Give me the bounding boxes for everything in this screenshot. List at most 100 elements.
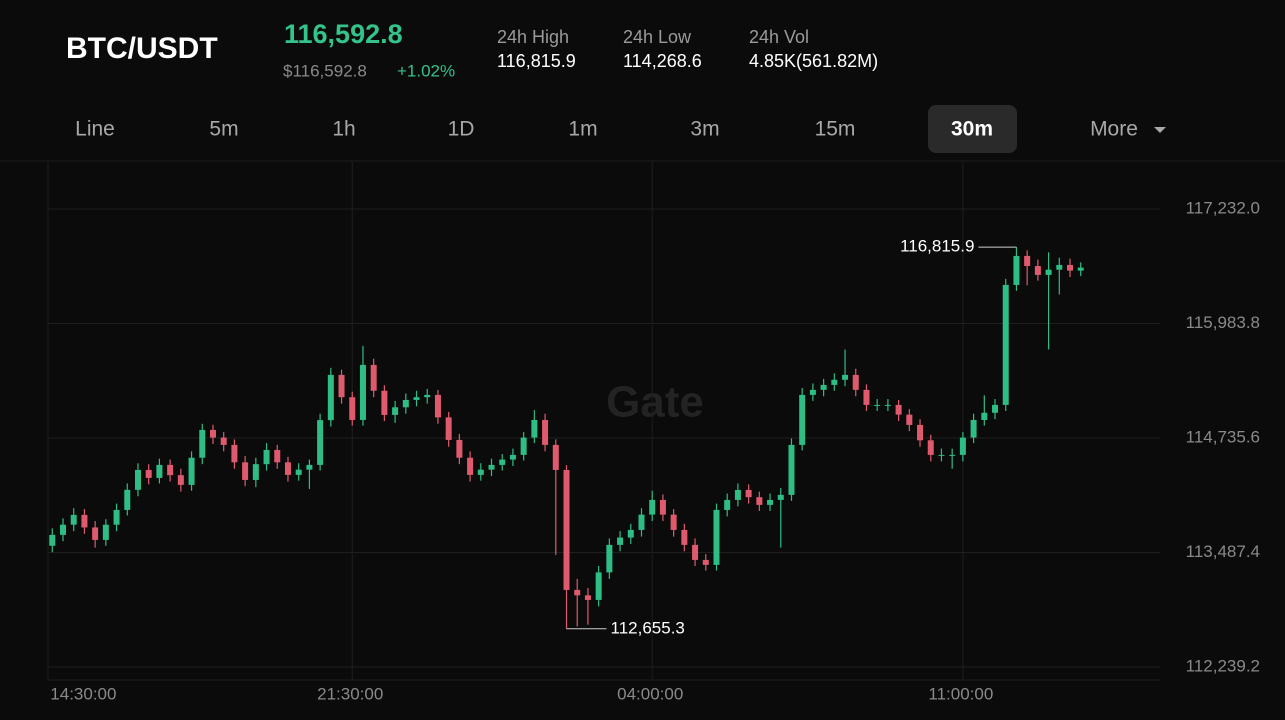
candle-body [402, 399, 409, 408]
candle-body [1067, 264, 1074, 271]
candle-body [317, 420, 324, 465]
candle-body [702, 559, 709, 565]
candle-body [1077, 267, 1084, 271]
chart: Gate 112,239.2 113,487.4 114,735.6 115,983.8… [47, 162, 1260, 703]
candle-body [938, 454, 945, 456]
candle-body [659, 499, 666, 515]
candle-body [124, 489, 131, 510]
candle-body [392, 407, 399, 415]
candle-body [542, 419, 549, 445]
candle-body [445, 417, 452, 440]
candle-body [917, 424, 924, 441]
candle-body [1002, 284, 1009, 405]
candle-body [681, 529, 688, 545]
y-tick-label: 113,487.4 [1186, 542, 1260, 561]
candle-body [209, 429, 216, 438]
dropdown-caret[interactable] [1154, 127, 1166, 133]
tab[interactable]: 1D [448, 118, 475, 141]
stats: 24h High 116,815.9 24h Low 114,268.6 24h Vol… [497, 27, 878, 71]
candle-body [842, 374, 849, 380]
candle-body [1056, 264, 1063, 270]
x-tick-label: 04:00:00 [617, 684, 683, 703]
candle-body [413, 397, 420, 400]
candle-body [981, 412, 988, 420]
tab[interactable]: 1m [568, 118, 597, 141]
candle-body [134, 469, 141, 490]
candle-body [252, 464, 259, 480]
candle-body [456, 439, 463, 458]
candle-body [724, 499, 731, 510]
candle-body [499, 459, 506, 465]
tab[interactable]: 3m [690, 118, 719, 141]
candle-body [284, 462, 291, 475]
candle-body [531, 419, 538, 438]
candle-body [884, 404, 891, 406]
candle-body [220, 437, 227, 445]
candle-body [692, 544, 699, 560]
candle-body [359, 364, 366, 420]
candle-body [242, 462, 249, 480]
candle-body [809, 389, 816, 395]
fiat-price: $116,592.8 [283, 61, 367, 80]
candle-body [156, 464, 163, 478]
candle-body [595, 572, 602, 600]
tab-selected-bg[interactable] [928, 105, 1017, 153]
candle-body [327, 374, 334, 421]
candle-body [424, 394, 431, 398]
tab[interactable]: 15m [815, 118, 856, 141]
tab[interactable]: 1h [332, 118, 355, 141]
x-tick-label: 11:00:00 [928, 684, 993, 703]
candle-body [488, 464, 495, 470]
last-price: 116,592.8 [284, 19, 403, 49]
candle-body [49, 534, 56, 546]
candle-body [949, 454, 956, 456]
candle-body [263, 449, 270, 465]
candle-body [959, 437, 966, 455]
candle-body [113, 509, 120, 525]
watermark: Gate [606, 378, 704, 427]
candle-body [767, 499, 774, 505]
candle-body [777, 494, 784, 500]
candle-body [831, 379, 838, 385]
candle-body [617, 537, 624, 545]
candle-body [102, 524, 109, 540]
candle-body [627, 529, 634, 538]
pair-name: BTC/USDT [66, 32, 218, 65]
stat-label: 24h Low [623, 27, 692, 47]
y-tick-label: 117,232.0 [1186, 198, 1260, 217]
candle-body [895, 404, 902, 415]
candle-body [563, 469, 570, 590]
stat-value: 116,815.9 [497, 51, 576, 71]
candle-body [509, 454, 516, 460]
tab[interactable]: Line [75, 118, 115, 141]
candle-body [349, 397, 356, 420]
stat-value: 4.85K(561.82M) [749, 51, 878, 71]
candle-body [177, 475, 184, 485]
candle-body [906, 414, 913, 425]
candle-body [820, 384, 827, 390]
annotation-label: 112,655.3 [611, 618, 685, 637]
candle-body [145, 469, 152, 478]
candle-body [467, 457, 474, 475]
candle-body [649, 499, 656, 515]
interval-tabs: Line 5m 1h 1D 1m 3m 15m 30m More [75, 105, 1166, 153]
candle-body [638, 514, 645, 530]
candle-body [381, 390, 388, 415]
tab[interactable]: 5m [209, 118, 238, 141]
y-tick-label: 112,239.2 [1186, 656, 1260, 675]
candle-body [713, 509, 720, 565]
tab[interactable]: More [1090, 118, 1138, 141]
candle-body [852, 374, 859, 390]
candle-body [1013, 255, 1020, 285]
candle-body [927, 440, 934, 455]
candle-body [1034, 266, 1041, 275]
candle-body [306, 464, 313, 470]
tab[interactable]: 30m [951, 118, 993, 141]
candle-body [1024, 255, 1031, 267]
candle-body [745, 489, 752, 498]
candle-body [70, 514, 77, 525]
stat-label: 24h Vol [749, 27, 809, 47]
candle-body [370, 364, 377, 391]
